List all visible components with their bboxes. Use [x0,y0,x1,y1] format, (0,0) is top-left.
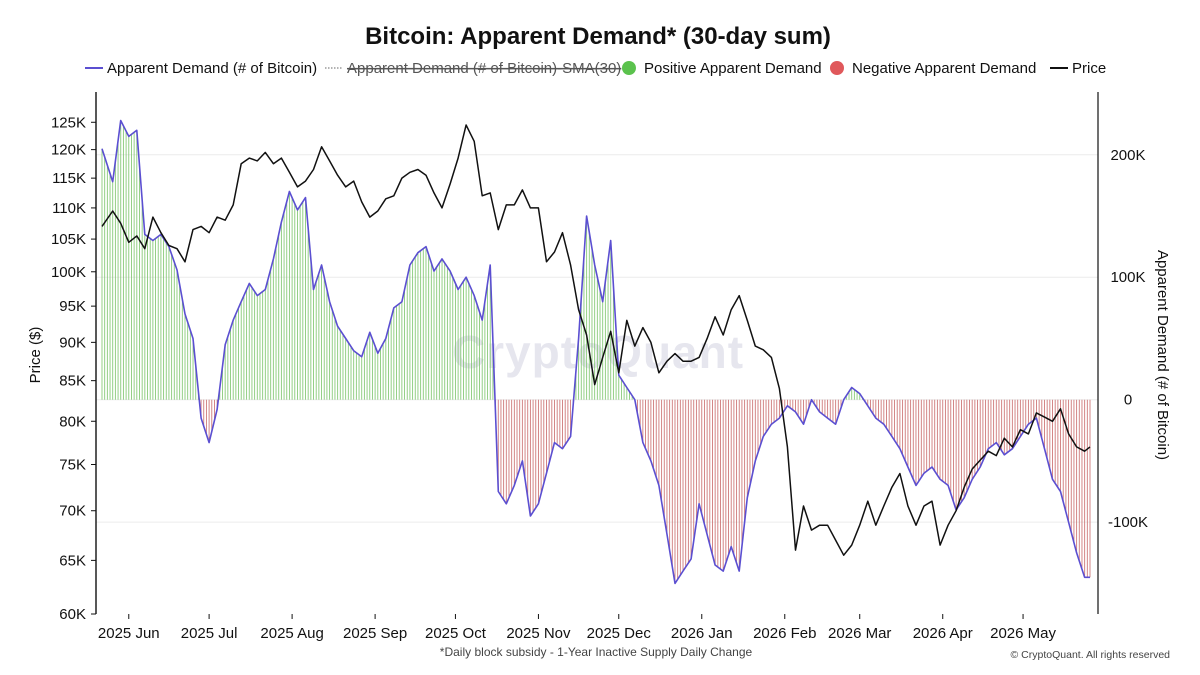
axes [95,92,1099,614]
left-axis-label: Price ($) [27,327,44,384]
x-tick-label: 2026 Jan [671,625,733,642]
chart-title: Bitcoin: Apparent Demand* (30-day sum) [365,23,831,50]
legend-label: Apparent Demand (# of Bitcoin)-SMA(30) [347,60,621,77]
left-tick-label: 60K [59,606,86,623]
legend-label: Negative Apparent Demand [852,60,1036,77]
x-tick-label: 2025 Jun [98,625,160,642]
legend-dot-swatch [830,61,844,75]
x-tick-label: 2026 Apr [913,625,973,642]
legend-item-1[interactable]: Apparent Demand (# of Bitcoin)-SMA(30) [325,60,621,77]
legend-label: Price [1072,60,1106,77]
x-tick-label: 2025 Jul [181,625,238,642]
left-tick-label: 125K [51,114,86,131]
left-tick-label: 105K [51,231,86,248]
x-tick-label: 2025 Sep [343,625,407,642]
legend-item-3[interactable]: Negative Apparent Demand [830,60,1036,77]
legend-label: Positive Apparent Demand [644,60,822,77]
right-tick-label: -100K [1108,514,1148,531]
left-tick-label: 70K [59,503,86,520]
legend-item-2[interactable]: Positive Apparent Demand [622,60,822,77]
left-axis-ticks: 60K 65K 70K 75K 80K 85K 90K 95K 100K 105K 110K 115K… [51,114,96,623]
legend-item-4[interactable]: Price [1050,60,1106,77]
price-line [101,124,1091,556]
x-tick-label: 2026 Mar [828,625,891,642]
x-tick-label: 2025 Nov [506,625,571,642]
right-tick-label: 100K [1110,269,1145,286]
left-tick-label: 65K [59,552,86,569]
legend-label: Apparent Demand (# of Bitcoin) [107,60,317,77]
series-lines [101,119,1091,585]
right-tick-label: 200K [1110,147,1145,164]
left-tick-label: 110K [52,200,86,217]
x-tick-label: 2026 Feb [753,625,816,642]
x-tick-label: 2025 Oct [425,625,487,642]
x-axis-ticks: 2025 Jun 2025 Jul 2025 Aug 2025 Sep 2025 Oct… [98,614,1056,642]
credit: © CryptoQuant. All rights reserved [1011,649,1171,661]
x-tick-label: 2026 May [990,625,1056,642]
demand-bars [101,120,1091,584]
legend-item-0[interactable]: Apparent Demand (# of Bitcoin) [85,60,317,77]
left-tick-label: 115K [52,170,86,187]
legend: Apparent Demand (# of Bitcoin) Apparent D… [85,60,1106,77]
left-tick-label: 85K [59,373,86,390]
right-axis-label: Apparent Demand (# of Bitcoin) [1154,250,1171,460]
right-tick-label: 0 [1124,392,1132,409]
footnote: *Daily block subsidy - 1-Year Inactive S… [440,645,753,659]
left-tick-label: 80K [59,413,86,430]
legend-dot-swatch [622,61,636,75]
watermark: CryptoQuant [452,326,744,378]
right-axis-ticks: -100K 0 100K 200K [1108,147,1148,531]
left-tick-label: 95K [59,298,86,315]
x-tick-label: 2025 Aug [260,625,323,642]
left-tick-label: 90K [59,334,86,351]
x-tick-label: 2025 Dec [587,625,652,642]
apparent-demand-line [101,119,1090,585]
left-tick-label: 120K [51,142,86,159]
left-tick-label: 75K [59,457,86,474]
left-tick-label: 100K [51,264,86,281]
